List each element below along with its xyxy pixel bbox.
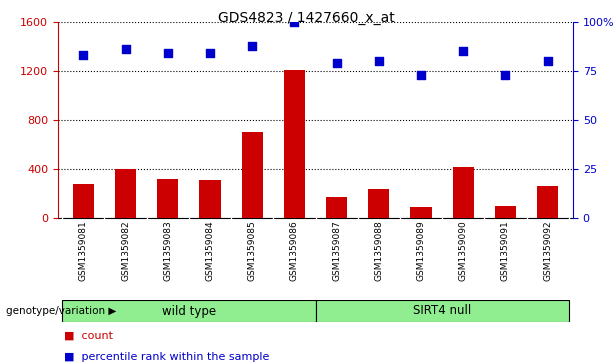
Bar <box>316 300 569 322</box>
Text: GSM1359085: GSM1359085 <box>248 220 257 281</box>
Text: ■  count: ■ count <box>64 331 113 340</box>
Point <box>121 46 131 52</box>
Point <box>163 50 173 56</box>
Bar <box>537 186 558 218</box>
Point <box>78 52 88 58</box>
Bar <box>284 70 305 218</box>
Point <box>501 72 511 78</box>
Bar <box>63 300 316 322</box>
Text: GDS4823 / 1427660_x_at: GDS4823 / 1427660_x_at <box>218 11 395 25</box>
Bar <box>115 169 136 218</box>
Point <box>459 49 468 54</box>
Point <box>543 58 552 64</box>
Point <box>332 60 341 66</box>
Text: genotype/variation ▶: genotype/variation ▶ <box>6 306 116 316</box>
Bar <box>199 180 221 218</box>
Text: GSM1359090: GSM1359090 <box>459 220 468 281</box>
Point <box>374 58 384 64</box>
Point <box>205 50 215 56</box>
Text: GSM1359081: GSM1359081 <box>79 220 88 281</box>
Text: SIRT4 null: SIRT4 null <box>413 305 471 318</box>
Text: GSM1359082: GSM1359082 <box>121 220 130 281</box>
Text: GSM1359092: GSM1359092 <box>543 220 552 281</box>
Text: GSM1359083: GSM1359083 <box>163 220 172 281</box>
Point <box>416 72 426 78</box>
Text: GSM1359088: GSM1359088 <box>375 220 383 281</box>
Text: GSM1359087: GSM1359087 <box>332 220 341 281</box>
Bar <box>368 189 389 218</box>
Bar <box>326 197 347 218</box>
Bar <box>242 132 263 218</box>
Text: GSM1359086: GSM1359086 <box>290 220 299 281</box>
Bar <box>73 184 94 218</box>
Text: GSM1359089: GSM1359089 <box>416 220 425 281</box>
Bar <box>495 206 516 218</box>
Text: GSM1359091: GSM1359091 <box>501 220 510 281</box>
Bar <box>452 167 474 218</box>
Text: ■  percentile rank within the sample: ■ percentile rank within the sample <box>64 352 270 362</box>
Bar <box>411 207 432 218</box>
Text: GSM1359084: GSM1359084 <box>205 220 215 281</box>
Text: wild type: wild type <box>162 305 216 318</box>
Point <box>289 19 299 25</box>
Bar <box>157 179 178 218</box>
Point <box>247 42 257 48</box>
